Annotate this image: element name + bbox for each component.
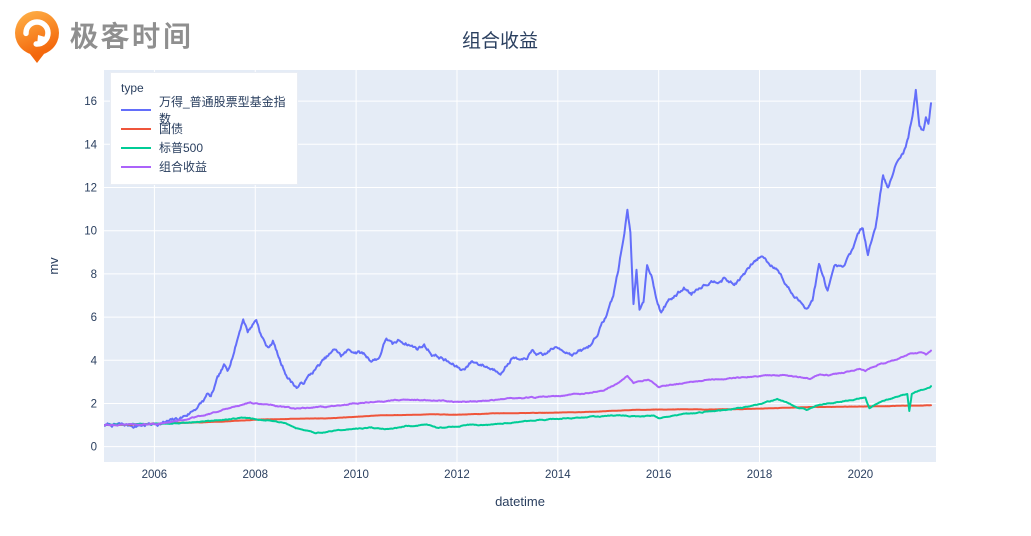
y-tick-label: 4 [91,355,98,367]
legend-item-3[interactable]: 组合收益 [121,157,287,176]
series-line[interactable] [104,404,932,427]
y-tick-label: 12 [84,182,97,194]
series-line[interactable] [104,349,932,427]
y-tick-label: 0 [91,442,97,454]
legend-label: 组合收益 [159,160,208,174]
legend-item-1[interactable]: 国债 [121,119,287,138]
logo-text: 极客时间 [70,21,195,52]
y-axis-title: mv [46,257,61,275]
legend-item-2[interactable]: 标普500 [121,138,287,157]
geektime-logo-icon [15,11,59,63]
x-tick-label: 2008 [242,469,268,481]
legend-label: 标普500 [159,141,204,155]
legend-swatch [121,108,151,111]
x-tick-label: 2010 [343,469,369,481]
x-axis-title: datetime [495,494,545,509]
legend-swatch [121,146,151,149]
x-tick-label: 2020 [848,469,874,481]
y-tick-label: 14 [84,139,97,151]
y-tick-label: 8 [91,269,97,281]
legend: type 万得_普通股票型基金指数 国债标普500 组合收益 [110,72,298,185]
logo: 极客时间 [14,10,194,64]
y-tick-label: 2 [91,398,97,410]
series-group [104,88,932,435]
legend-title: type [121,81,144,95]
series-line[interactable] [104,385,932,435]
x-tick-label: 2006 [142,469,168,481]
x-tick-label: 2014 [545,469,571,481]
x-tick-label: 2018 [747,469,773,481]
legend-item-0[interactable]: 万得_普通股票型基金指数 [121,95,287,126]
series-line[interactable] [104,88,932,429]
legend-label: 万得_普通股票型基金指数 [159,94,286,126]
chart-title: 组合收益 [461,31,538,52]
y-tick-label: 16 [84,96,97,108]
x-tick-label: 2012 [444,469,470,481]
legend-swatch [121,165,151,168]
legend-swatch [121,127,151,130]
y-tick-label: 10 [84,226,97,238]
legend-label: 国债 [159,122,184,136]
x-tick-label: 2016 [646,469,672,481]
y-tick-label: 6 [91,312,97,324]
